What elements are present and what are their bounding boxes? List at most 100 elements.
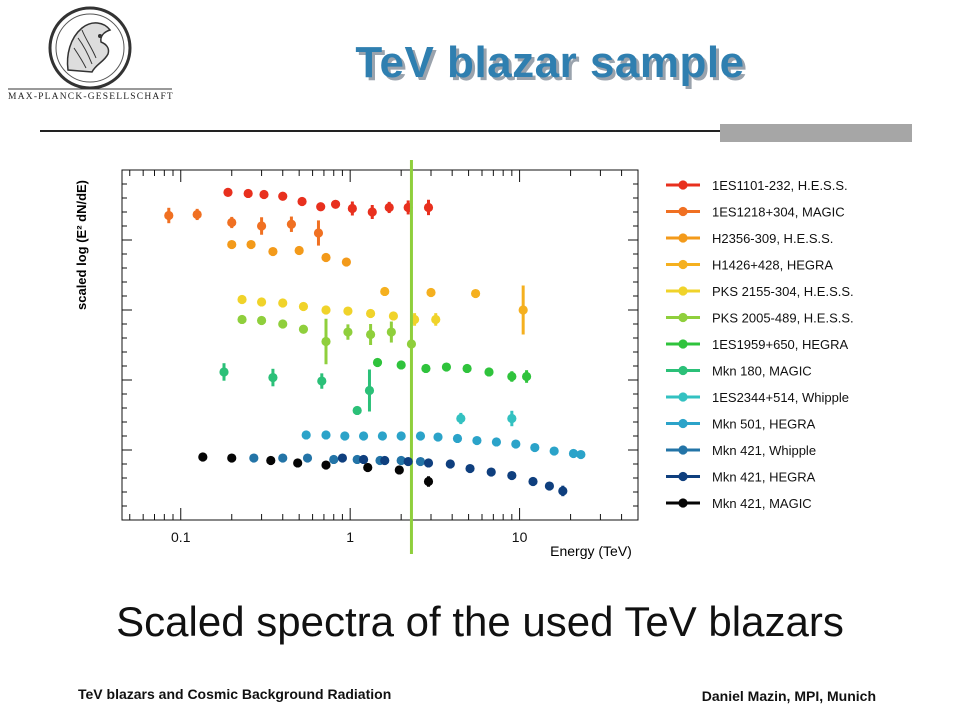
series-8 (456, 410, 517, 427)
footer-author: Daniel Mazin, MPI, Munich (701, 688, 876, 704)
footer-talk-title: TeV blazars and Cosmic Background Radiat… (78, 686, 392, 702)
legend-label: 1ES1218+304, MAGIC (712, 205, 845, 220)
title-accent-bar (720, 124, 912, 142)
slide-subtitle: Scaled spectra of the used TeV blazars (116, 598, 844, 645)
data-point (343, 306, 353, 316)
data-point (394, 465, 404, 475)
data-point (256, 315, 267, 326)
data-point (384, 202, 394, 213)
legend-marker (678, 233, 688, 243)
data-point (266, 455, 276, 466)
data-point (491, 437, 502, 447)
legend-label: Mkn 421, MAGIC (712, 496, 812, 511)
series-1 (164, 207, 324, 246)
legend-marker (678, 286, 688, 296)
data-point (297, 196, 307, 207)
data-point (249, 453, 259, 463)
data-point (518, 305, 528, 315)
series-2 (227, 239, 351, 267)
data-point (544, 481, 555, 491)
series-4 (237, 294, 441, 326)
data-point (423, 202, 434, 213)
data-point (364, 385, 375, 396)
data-point (365, 308, 376, 319)
data-point (227, 453, 237, 463)
series-11 (337, 453, 568, 497)
data-point (352, 454, 362, 465)
data-point (396, 455, 406, 466)
data-point (223, 187, 233, 197)
data-point (343, 327, 353, 337)
series-5 (237, 160, 417, 554)
data-point (278, 453, 288, 463)
data-point (549, 446, 559, 456)
data-point (321, 252, 331, 263)
data-point (396, 431, 406, 441)
data-point (472, 435, 482, 446)
data-point (298, 324, 309, 334)
data-point (259, 189, 269, 200)
legend-label: Mkn 501, HEGRA (712, 417, 816, 432)
data-point (237, 294, 247, 305)
data-point (363, 462, 373, 473)
data-point (507, 371, 517, 382)
data-point (486, 467, 496, 477)
legend-marker (678, 392, 688, 402)
legend-marker (678, 418, 688, 429)
data-point (452, 433, 463, 444)
logo-wordmark: MAX-PLANCK-GESELLSCHAFT (8, 92, 174, 102)
legend-label: 1ES1101-232, H.E.S.S. (712, 178, 848, 193)
data-point (278, 191, 288, 201)
legend: 1ES1101-232, H.E.S.S. 1ES1218+304, MAGIC H… (666, 178, 854, 511)
legend-marker (678, 445, 688, 455)
data-point (294, 245, 304, 256)
data-point (568, 448, 579, 459)
data-point (445, 459, 455, 469)
data-point (380, 286, 390, 297)
series-6 (372, 357, 532, 383)
plot-border (121, 169, 639, 521)
data-point (377, 431, 388, 441)
data-point (246, 239, 256, 250)
data-point (528, 476, 538, 487)
data-point (317, 376, 327, 386)
legend-marker (678, 471, 688, 482)
legend-label: 1ES2344+514, Whipple (712, 390, 849, 405)
series-12 (198, 452, 434, 487)
legend-marker (678, 206, 688, 217)
data-point (358, 431, 369, 441)
data-point (341, 257, 351, 267)
data-point (426, 287, 436, 298)
data-point (470, 288, 481, 299)
data-point (352, 405, 362, 416)
legend-marker (678, 498, 688, 508)
data-point (415, 431, 426, 441)
data-point (293, 458, 303, 468)
data-point (507, 413, 517, 424)
data-point (316, 202, 326, 212)
series-10 (249, 453, 426, 467)
data-point (388, 311, 399, 321)
x-axis-label: Energy (TeV) (550, 543, 632, 559)
data-point (403, 456, 413, 467)
data-point (433, 432, 443, 442)
data-point (313, 228, 324, 238)
max-planck-logo (8, 6, 172, 90)
legend-marker (678, 180, 688, 190)
legend-marker (678, 365, 688, 376)
data-point (380, 455, 390, 466)
data-point (298, 301, 309, 312)
data-point (415, 456, 426, 467)
data-point (406, 339, 417, 349)
data-point (558, 486, 568, 496)
title-rule (40, 130, 912, 132)
data-point (340, 431, 350, 441)
data-point (465, 463, 475, 474)
data-point (302, 453, 313, 463)
legend-marker (678, 259, 688, 270)
data-point (268, 246, 278, 257)
x-tick-label: 10 (512, 529, 528, 545)
series-3 (380, 285, 528, 335)
data-point (484, 367, 494, 377)
data-point (423, 458, 434, 468)
